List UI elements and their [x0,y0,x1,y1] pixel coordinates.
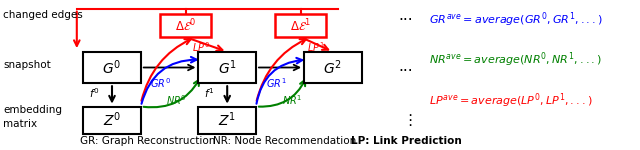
Text: $G^1$: $G^1$ [218,58,237,77]
Text: NR: Node Recommendation: NR: Node Recommendation [213,135,356,146]
Text: $\Delta\mathcal{E}^0$: $\Delta\mathcal{E}^0$ [175,17,196,34]
Text: embedding: embedding [3,105,62,115]
Text: ...: ... [398,59,413,74]
Text: $G^0$: $G^0$ [102,58,122,77]
Text: changed edges: changed edges [3,10,83,20]
Text: $GR^0$: $GR^0$ [150,76,172,90]
Text: $GR^{ave} = average(GR^0,GR^1,...)$: $GR^{ave} = average(GR^0,GR^1,...)$ [429,10,603,29]
Text: $LP^0$: $LP^0$ [192,40,210,54]
Text: $f^1$: $f^1$ [204,86,214,100]
Text: $G^2$: $G^2$ [323,58,342,77]
FancyBboxPatch shape [83,106,141,134]
FancyBboxPatch shape [160,14,211,37]
Text: matrix: matrix [3,119,37,129]
FancyBboxPatch shape [83,52,141,83]
Text: $f^0$: $f^0$ [89,86,99,100]
Text: $Z^1$: $Z^1$ [218,111,236,129]
Text: $NR^0$: $NR^0$ [166,93,187,107]
Text: LP: Link Prediction: LP: Link Prediction [351,135,462,146]
Text: $\vdots$: $\vdots$ [402,112,412,128]
Text: $LP^{ave} = average(LP^0,LP^1,...)$: $LP^{ave} = average(LP^0,LP^1,...)$ [429,91,592,110]
FancyBboxPatch shape [198,52,256,83]
FancyBboxPatch shape [304,52,362,83]
Text: $Z^0$: $Z^0$ [103,111,121,129]
Text: $NR^1$: $NR^1$ [282,93,302,107]
Text: $NR^{ave} = average(NR^0,NR^1,...)$: $NR^{ave} = average(NR^0,NR^1,...)$ [429,51,602,69]
Text: GR: Graph Reconstruction: GR: Graph Reconstruction [79,135,215,146]
Text: $LP^1$: $LP^1$ [307,40,325,54]
Text: ...: ... [398,8,413,22]
Text: snapshot: snapshot [3,60,51,70]
FancyBboxPatch shape [275,14,326,37]
FancyBboxPatch shape [198,106,256,134]
Text: $GR^1$: $GR^1$ [266,76,286,90]
Text: $\Delta\mathcal{E}^1$: $\Delta\mathcal{E}^1$ [290,17,312,34]
